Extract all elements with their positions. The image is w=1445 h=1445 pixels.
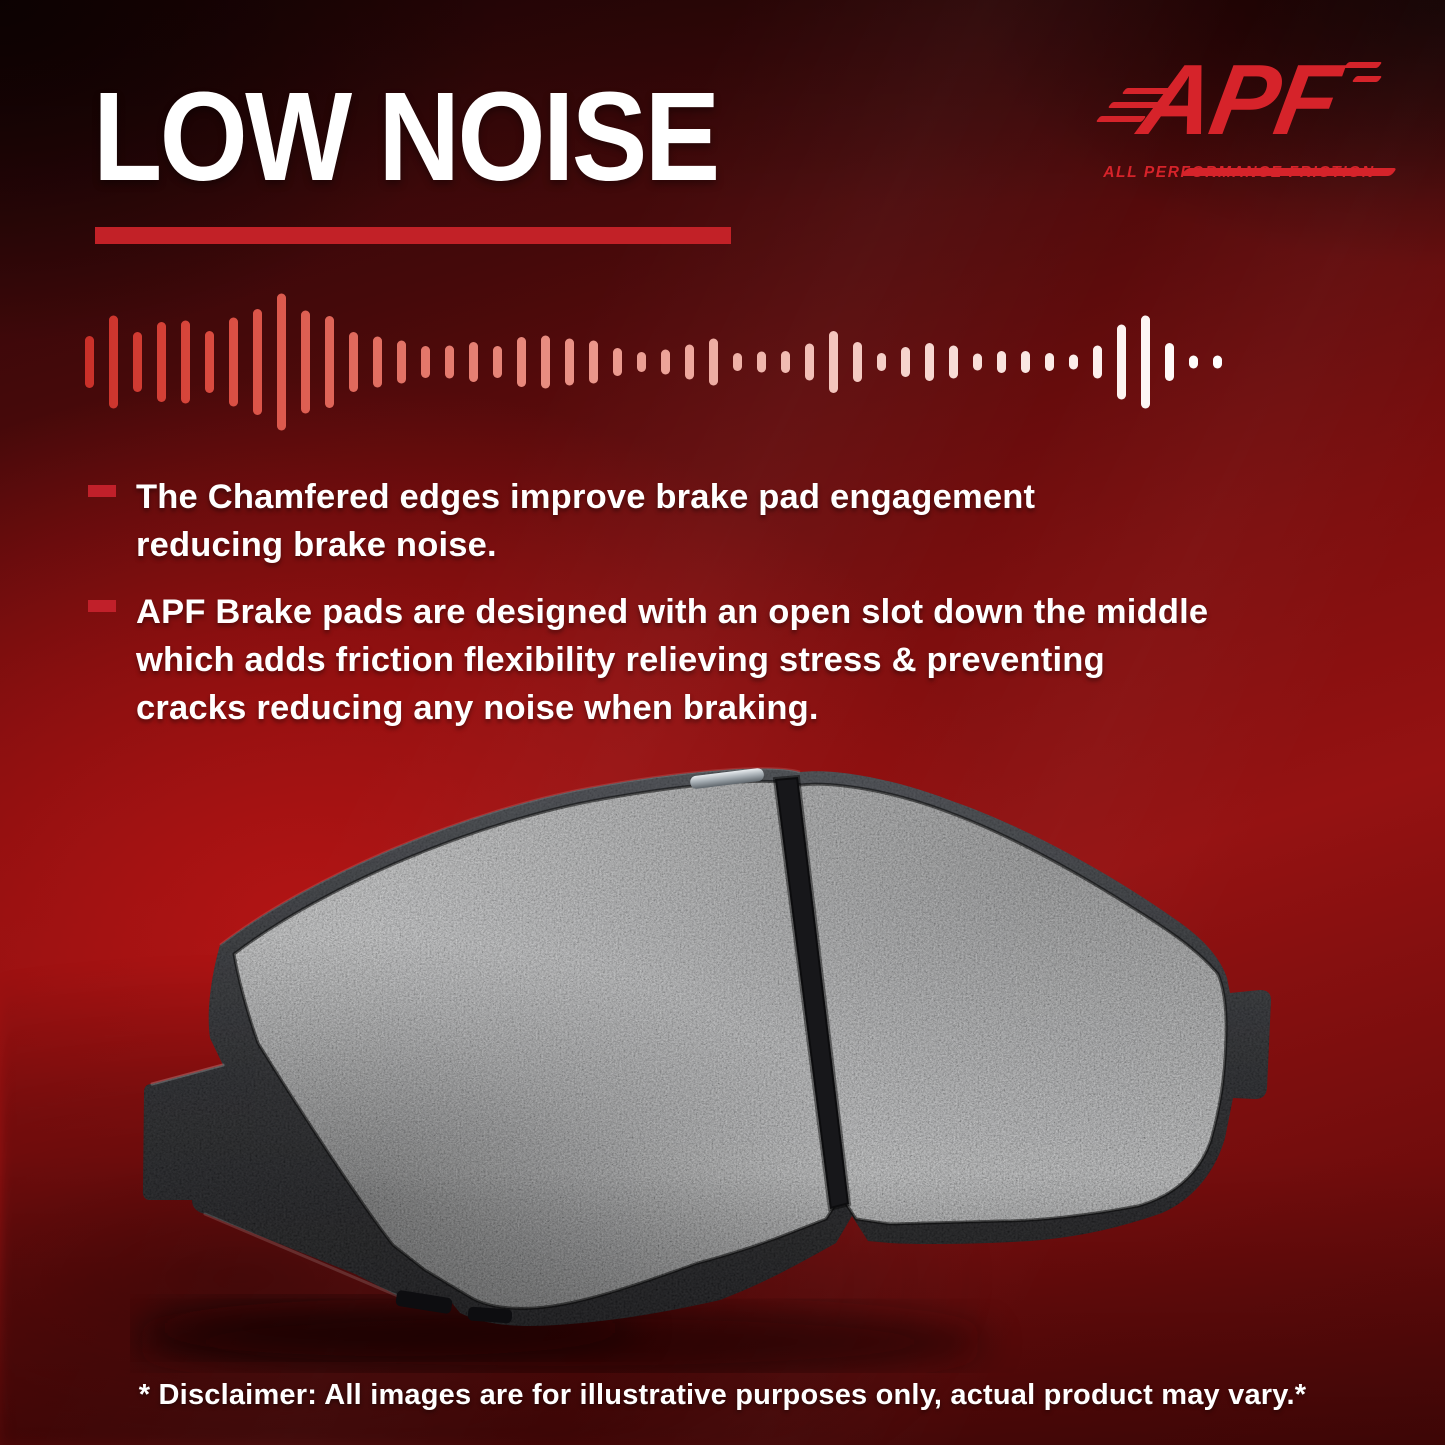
feature-text: APF Brake pads are designed with an open… [136, 593, 1209, 727]
logo-brand-text: APF [1132, 44, 1346, 156]
disclaimer-text: * Disclaimer: All images are for illustr… [138, 1379, 1307, 1411]
speed-line-icon [1351, 76, 1383, 82]
sound-wave-visualization [85, 293, 1222, 431]
center-slot [775, 777, 849, 1209]
feature-item: APF Brake pads are designed with an open… [88, 588, 1408, 732]
speed-line-icon [1343, 62, 1383, 68]
bullet-dash-icon [88, 485, 116, 497]
bullet-dash-icon [88, 600, 116, 612]
bottom-clip [467, 1306, 513, 1324]
brake-pad-photo [130, 748, 1390, 1378]
top-shim [690, 768, 764, 789]
feature-list: The Chamfered edges improve brake pad en… [88, 473, 1408, 751]
apf-logo: APF ALL PERFORMANCE FRICTION [1095, 44, 1398, 182]
disclaimer: * Disclaimer: All images are for illustr… [0, 1379, 1445, 1412]
sound-wave-bars [85, 293, 1222, 431]
logo-swoosh [1180, 168, 1398, 176]
page-title: LOW NOISE [93, 66, 720, 207]
title-underline-bar [95, 227, 731, 244]
bottom-clip [395, 1290, 453, 1314]
feature-text: The Chamfered edges improve brake pad en… [136, 478, 1036, 564]
feature-item: The Chamfered edges improve brake pad en… [88, 473, 1408, 569]
